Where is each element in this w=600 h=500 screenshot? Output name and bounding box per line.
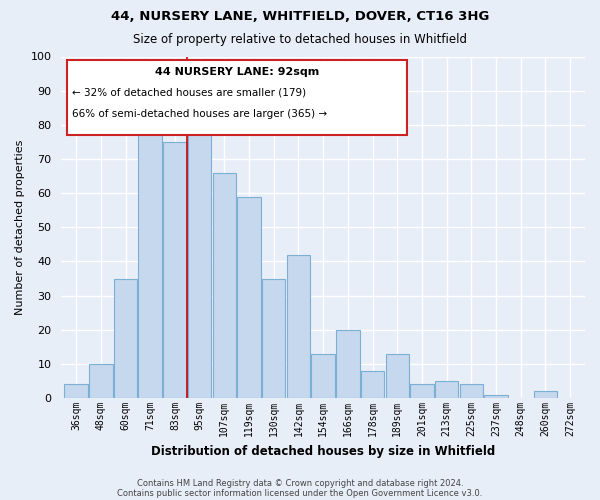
Bar bbox=[460, 384, 483, 398]
Bar bbox=[89, 364, 113, 398]
Bar bbox=[287, 254, 310, 398]
Text: 44, NURSERY LANE, WHITFIELD, DOVER, CT16 3HG: 44, NURSERY LANE, WHITFIELD, DOVER, CT16… bbox=[111, 10, 489, 23]
X-axis label: Distribution of detached houses by size in Whitfield: Distribution of detached houses by size … bbox=[151, 444, 495, 458]
Bar bbox=[311, 354, 335, 398]
Bar bbox=[534, 392, 557, 398]
Bar bbox=[64, 384, 88, 398]
Bar bbox=[114, 278, 137, 398]
Text: ← 32% of detached houses are smaller (179): ← 32% of detached houses are smaller (17… bbox=[72, 87, 306, 97]
FancyBboxPatch shape bbox=[67, 60, 407, 135]
Bar bbox=[361, 371, 384, 398]
Text: 66% of semi-detached houses are larger (365) →: 66% of semi-detached houses are larger (… bbox=[72, 110, 327, 120]
Bar bbox=[163, 142, 187, 398]
Bar bbox=[410, 384, 434, 398]
Bar bbox=[484, 394, 508, 398]
Bar bbox=[237, 196, 261, 398]
Bar bbox=[188, 118, 211, 398]
Y-axis label: Number of detached properties: Number of detached properties bbox=[15, 140, 25, 315]
Text: Contains public sector information licensed under the Open Government Licence v3: Contains public sector information licen… bbox=[118, 489, 482, 498]
Bar bbox=[139, 118, 162, 398]
Bar bbox=[435, 381, 458, 398]
Text: Contains HM Land Registry data © Crown copyright and database right 2024.: Contains HM Land Registry data © Crown c… bbox=[137, 478, 463, 488]
Text: 44 NURSERY LANE: 92sqm: 44 NURSERY LANE: 92sqm bbox=[155, 66, 319, 76]
Bar bbox=[262, 278, 286, 398]
Bar bbox=[336, 330, 359, 398]
Bar bbox=[212, 172, 236, 398]
Bar bbox=[386, 354, 409, 398]
Text: Size of property relative to detached houses in Whitfield: Size of property relative to detached ho… bbox=[133, 32, 467, 46]
